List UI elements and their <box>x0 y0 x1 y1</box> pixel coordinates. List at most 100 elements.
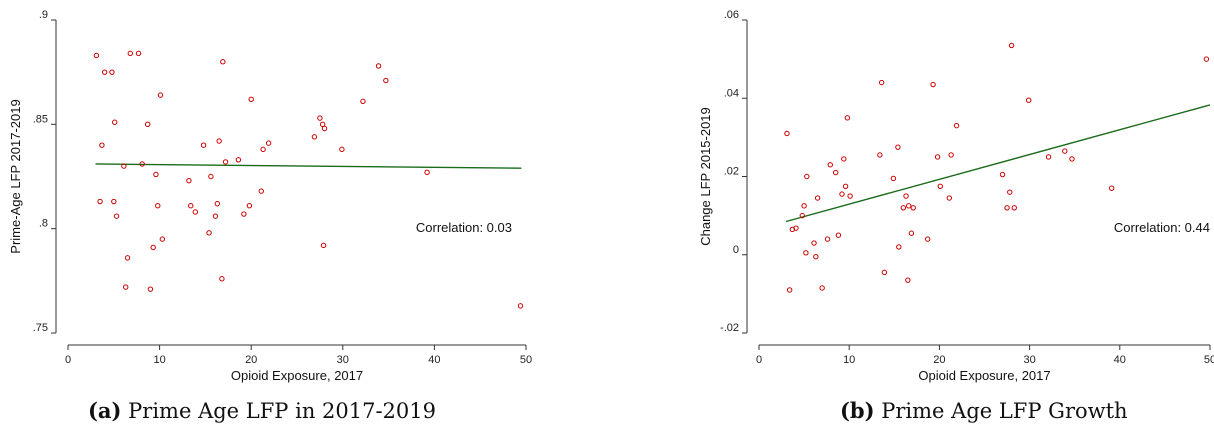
data-point <box>1062 148 1068 154</box>
data-point <box>1069 156 1075 162</box>
fit-line <box>785 104 1211 223</box>
data-point <box>953 122 960 129</box>
data-point <box>246 203 253 209</box>
data-point <box>112 119 118 125</box>
data-point <box>517 303 524 309</box>
data-point <box>1008 42 1015 49</box>
data-point <box>924 236 931 242</box>
data-point <box>235 157 242 163</box>
data-point <box>111 198 117 205</box>
x-tick-label: 50 <box>520 354 532 366</box>
y-axis-label: Change LFP 2015-2019 <box>698 107 713 246</box>
data-point <box>842 183 849 189</box>
data-point <box>878 79 885 86</box>
x-tick-label: 10 <box>843 354 855 366</box>
correlation-annotation: Correlation: 0.03 <box>416 220 512 235</box>
caption-label: (a) <box>88 398 122 423</box>
x-tick-label: 10 <box>153 354 165 366</box>
data-point <box>937 183 944 189</box>
data-point <box>844 115 851 121</box>
data-point <box>910 205 916 211</box>
data-point <box>786 287 793 293</box>
data-point <box>101 69 108 75</box>
data-point <box>841 156 847 162</box>
y-tick-label: .02 <box>724 166 739 178</box>
data-point <box>220 59 226 65</box>
y-tick-label: .06 <box>724 9 739 21</box>
data-point <box>214 200 221 207</box>
data-point <box>153 171 159 178</box>
data-point <box>208 173 214 180</box>
data-point <box>241 211 247 217</box>
data-point <box>948 152 954 158</box>
data-point <box>999 171 1006 178</box>
y-axis-label: Prime-Age LFP 2017-2019 <box>8 99 23 253</box>
data-point <box>124 255 131 261</box>
data-point <box>97 198 103 205</box>
data-point <box>339 146 345 153</box>
correlation-annotation: Correlation: 0.44 <box>1114 220 1210 235</box>
data-point <box>905 277 911 283</box>
x-tick-label: 20 <box>933 354 945 366</box>
data-point <box>827 162 833 168</box>
fit-line <box>95 163 522 169</box>
data-point <box>424 169 430 176</box>
y-tick-label: .9 <box>39 9 48 21</box>
data-point <box>147 286 154 292</box>
y-tick-label: -.02 <box>720 322 739 334</box>
data-point <box>877 152 883 158</box>
y-tick-label: .04 <box>724 87 739 99</box>
data-point <box>113 213 120 219</box>
data-point <box>881 269 888 276</box>
y-tick-label: .85 <box>33 113 48 125</box>
data-point <box>1025 97 1032 103</box>
data-point <box>1011 205 1017 211</box>
chart-panel-a: .75 .8 .85 .9 0 10 20 30 40 50 Opioid Exposure, 20… <box>0 0 560 446</box>
data-point <box>121 163 127 169</box>
caption-text: Prime Age LFP in 2017-2019 <box>128 399 437 423</box>
data-point <box>814 195 821 201</box>
x-tick-label: 30 <box>337 354 349 366</box>
data-point <box>799 212 805 219</box>
data-point <box>835 232 842 238</box>
x-tick-label: 30 <box>1023 354 1035 366</box>
data-point <box>144 121 151 128</box>
data-point <box>890 175 897 182</box>
caption-b: (b) Prime Age LFP Growth <box>840 398 1128 423</box>
data-point <box>321 125 328 132</box>
data-point <box>320 242 327 249</box>
caption-text: Prime Age LFP Growth <box>881 399 1128 423</box>
y-tick-label: .75 <box>33 322 48 334</box>
data-point <box>804 173 810 180</box>
data-point <box>1004 205 1010 211</box>
data-point <box>155 203 161 209</box>
data-point <box>896 244 902 250</box>
data-point <box>375 63 382 69</box>
x-axis-label: Opioid Exposure, 2017 <box>231 368 363 383</box>
scatter-chart-a: .75 .8 .85 .9 0 10 20 30 40 50 Opioid Exposure, 20… <box>8 9 532 383</box>
data-point <box>109 69 115 75</box>
data-point <box>150 244 156 251</box>
data-point <box>311 134 318 140</box>
data-point <box>360 98 366 105</box>
data-point <box>819 285 825 291</box>
data-point <box>123 284 129 290</box>
x-tick-label: 50 <box>1204 354 1214 366</box>
data-point <box>1007 189 1013 195</box>
data-point <box>903 193 909 199</box>
data-point <box>908 230 915 236</box>
data-point <box>317 115 323 121</box>
data-point <box>192 209 199 215</box>
data-point <box>813 254 819 260</box>
data-point <box>188 203 194 209</box>
data-point <box>906 203 912 209</box>
data-point <box>383 77 389 84</box>
x-tick-label: 40 <box>428 354 440 366</box>
data-point <box>258 188 264 194</box>
data-point <box>847 193 853 199</box>
data-point <box>1108 185 1115 191</box>
data-point <box>1203 56 1210 62</box>
data-point <box>811 240 817 246</box>
data-point <box>930 81 936 88</box>
x-tick-label: 0 <box>65 354 71 366</box>
